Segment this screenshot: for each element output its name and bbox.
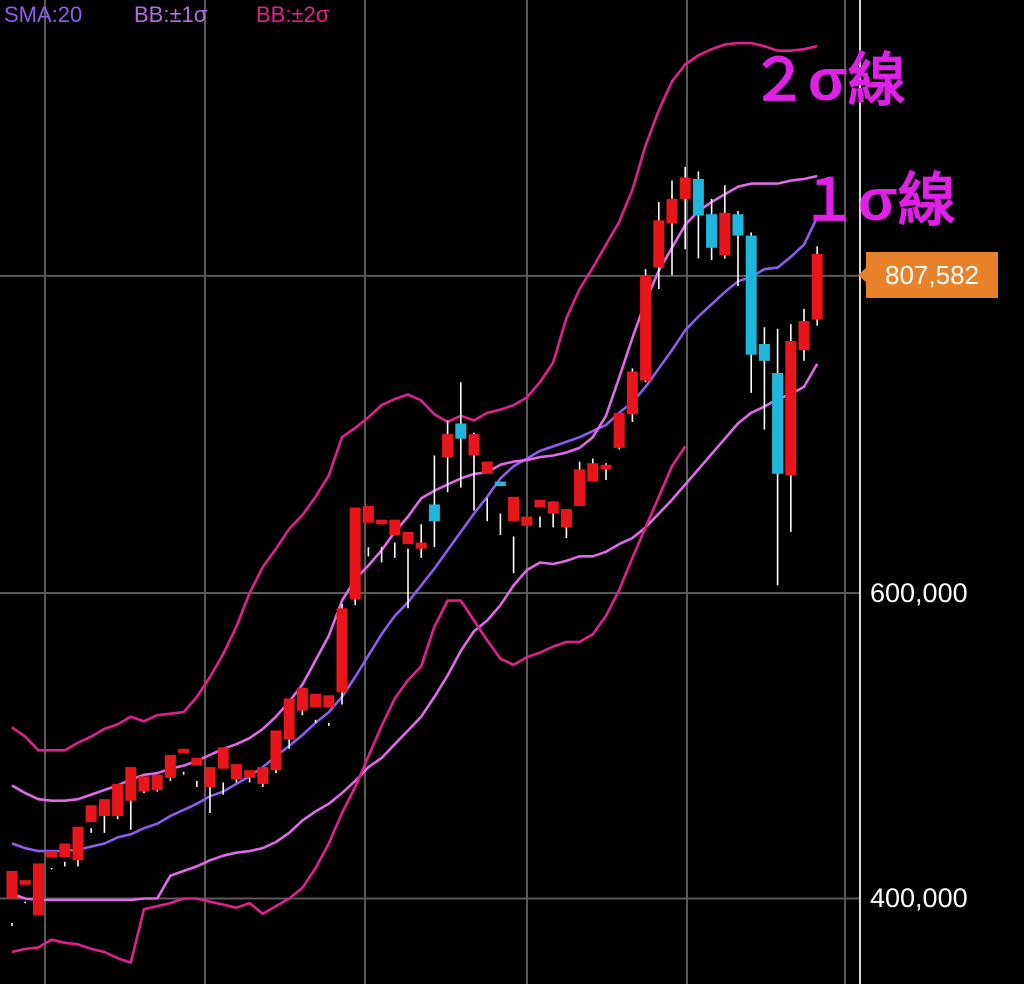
candle-body bbox=[785, 341, 797, 476]
candle-body bbox=[481, 461, 493, 474]
candle-body bbox=[85, 805, 97, 823]
candle-body bbox=[296, 687, 308, 711]
last-price-tag: 807,582 bbox=[866, 252, 998, 298]
candle-body bbox=[732, 214, 744, 236]
candle-body bbox=[230, 764, 242, 780]
candle-body bbox=[574, 469, 586, 506]
candle-body bbox=[376, 519, 388, 525]
line-bb_upper1 bbox=[11, 174, 818, 802]
two-sigma-annotation: ２σ線 bbox=[750, 48, 906, 113]
candle-body bbox=[98, 799, 110, 816]
candle-body bbox=[494, 481, 506, 487]
candle-body bbox=[587, 463, 599, 482]
candle-body bbox=[270, 730, 282, 771]
candle-body bbox=[692, 179, 704, 216]
candle-body bbox=[244, 770, 256, 778]
candle-body bbox=[560, 509, 572, 528]
candle-body bbox=[32, 863, 44, 916]
candle-body bbox=[6, 871, 18, 899]
line-bb_lower1 bbox=[11, 363, 819, 902]
indicator-lines bbox=[11, 41, 819, 964]
candle-body bbox=[257, 767, 269, 784]
candle-body bbox=[468, 434, 480, 456]
grid-lines bbox=[0, 0, 861, 984]
candle-body bbox=[112, 783, 124, 816]
y-tick-label-600000: 600,000 bbox=[870, 578, 968, 608]
candle-body bbox=[349, 507, 361, 600]
candle-body bbox=[653, 220, 665, 268]
candle-body bbox=[191, 758, 203, 766]
candle-body bbox=[442, 434, 454, 457]
candle-body bbox=[772, 373, 784, 474]
legend-sma: SMA:20 bbox=[4, 2, 83, 27]
candle-body bbox=[666, 198, 678, 224]
candle-body bbox=[138, 776, 150, 792]
candle-body bbox=[402, 531, 414, 545]
candle-body bbox=[217, 747, 229, 769]
candle-body bbox=[679, 177, 691, 199]
candle-body bbox=[626, 371, 638, 415]
candle-body bbox=[310, 693, 322, 708]
candle-body bbox=[415, 542, 427, 549]
candle-body bbox=[508, 496, 520, 522]
candle-body bbox=[323, 695, 335, 708]
candle-body bbox=[389, 519, 401, 535]
candle-body bbox=[613, 412, 625, 448]
candle-body bbox=[811, 253, 823, 320]
candle-body bbox=[521, 516, 533, 526]
candle-body bbox=[547, 501, 559, 514]
candle-body bbox=[72, 826, 84, 861]
candle-body bbox=[706, 214, 718, 248]
legend-bb1: BB:±1σ bbox=[134, 2, 208, 27]
candle-body bbox=[640, 275, 652, 381]
candle-body bbox=[125, 767, 137, 801]
candle-body bbox=[798, 321, 810, 351]
legend-bb2: BB:±2σ bbox=[256, 2, 330, 27]
candle-body bbox=[719, 212, 731, 256]
candle-body bbox=[758, 344, 770, 361]
candle-body bbox=[534, 499, 546, 508]
candle-body bbox=[151, 774, 163, 791]
candle-body bbox=[178, 748, 190, 754]
candle-body bbox=[19, 880, 31, 885]
line-sma bbox=[11, 216, 819, 853]
candle-body bbox=[204, 767, 216, 787]
candle-body bbox=[336, 608, 348, 693]
y-tick-label-400000: 400,000 bbox=[870, 883, 968, 913]
candle-body bbox=[362, 505, 374, 523]
candles bbox=[6, 166, 823, 926]
candle-body bbox=[428, 504, 440, 522]
candle-body bbox=[455, 423, 467, 439]
line-bb_lower2 bbox=[11, 445, 687, 964]
candle-body bbox=[600, 464, 612, 470]
price-tag-pointer bbox=[858, 267, 867, 283]
one-sigma-annotation: １σ線 bbox=[800, 168, 956, 233]
candle-body bbox=[745, 235, 757, 355]
candle-body bbox=[283, 698, 295, 740]
line-bb_upper2 bbox=[11, 41, 818, 752]
candle-body bbox=[164, 754, 176, 778]
candle-body bbox=[59, 843, 71, 858]
candle-body bbox=[46, 851, 58, 858]
